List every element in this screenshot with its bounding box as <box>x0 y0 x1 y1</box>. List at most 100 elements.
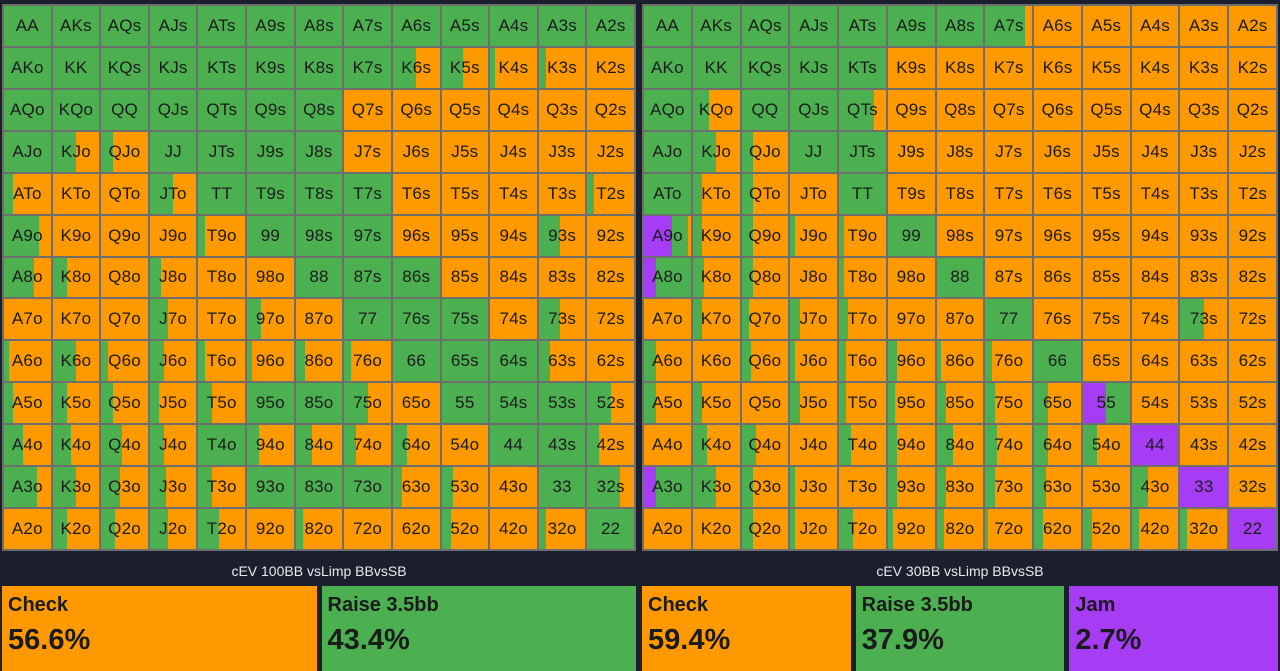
hand-cell-93s: 93s <box>1180 215 1228 256</box>
check-frequency-fill <box>1034 299 1081 340</box>
hand-label: 99 <box>260 225 281 245</box>
hand-cell-TT: TT <box>198 173 246 214</box>
hand-cell-86o: 86o <box>936 341 984 382</box>
hand-label: Q6o <box>108 351 141 371</box>
hand-cell-Q6o: Q6o <box>101 341 148 382</box>
hand-cell-Q3s: Q3s <box>1180 89 1228 130</box>
hand-label: T9s <box>896 183 926 203</box>
hand-label: J3s <box>548 141 576 161</box>
check-frequency-fill <box>587 299 634 340</box>
check-frequency-fill <box>1082 173 1130 214</box>
hand-label: 53o <box>1091 477 1121 497</box>
raise-frequency-fill <box>1131 509 1139 549</box>
hand-cell-82o: 82o <box>936 509 984 549</box>
check-frequency-fill <box>692 509 740 549</box>
hand-label: J4s <box>499 141 527 161</box>
check-frequency-fill <box>1229 6 1276 46</box>
hand-cell-KQs: KQs <box>101 47 148 88</box>
raise-frequency-fill <box>344 47 391 88</box>
check-frequency-fill <box>1180 257 1228 298</box>
check-frequency-fill <box>34 257 51 298</box>
raise-frequency-fill <box>392 299 440 340</box>
hand-label: A8s <box>945 15 975 35</box>
check-frequency-fill <box>799 299 838 340</box>
hand-cell-Q7s: Q7s <box>985 89 1033 130</box>
hand-label: J5s <box>451 141 479 161</box>
hand-label: 75o <box>353 393 383 413</box>
hand-label: 93s <box>1189 225 1218 245</box>
hand-label: 42o <box>498 519 528 539</box>
check-frequency-fill <box>587 341 634 382</box>
raise-frequency-fill <box>644 173 691 214</box>
hand-label: QTo <box>749 183 781 203</box>
check-frequency-fill <box>587 131 634 172</box>
hand-cell-42s: 42s <box>587 425 634 466</box>
hand-label: T5o <box>206 393 237 413</box>
hand-label: 97s <box>353 225 382 245</box>
raise-frequency-fill <box>392 467 403 508</box>
hand-cell-99: 99 <box>887 215 935 256</box>
check-frequency-fill <box>163 341 197 382</box>
raise-frequency-fill <box>344 299 391 340</box>
raise-frequency-fill <box>887 341 898 382</box>
raise-frequency-fill <box>4 425 23 466</box>
hand-label: QTo <box>108 183 141 203</box>
hand-cell-AQo: AQo <box>4 89 51 130</box>
hand-label: TT <box>851 183 874 203</box>
check-frequency-fill <box>839 467 886 508</box>
hand-label: 96o <box>896 351 926 371</box>
hand-cell-J9o: J9o <box>790 215 838 256</box>
hand-label: AKs <box>700 15 733 35</box>
hand-label: 62s <box>1238 351 1267 371</box>
hand-label: A3s <box>1188 15 1219 35</box>
raise-frequency-fill <box>392 47 417 88</box>
check-frequency-fill <box>119 467 148 508</box>
hand-label: T4s <box>1140 183 1170 203</box>
check-frequency-fill <box>1034 131 1081 172</box>
check-frequency-fill <box>985 131 1033 172</box>
hand-label: K4o <box>60 435 92 455</box>
raise-frequency-fill <box>587 467 620 508</box>
raise-frequency-fill <box>538 341 551 382</box>
raise-frequency-fill <box>149 467 167 508</box>
check-frequency-fill <box>538 257 586 298</box>
check-frequency-fill <box>985 89 1033 130</box>
check-frequency-fill <box>644 425 691 466</box>
check-frequency-fill <box>258 425 294 466</box>
raise-frequency-fill <box>52 425 72 466</box>
check-frequency-fill <box>587 47 634 88</box>
check-frequency-fill <box>1131 383 1179 424</box>
hand-cell-A4o: A4o <box>644 425 691 466</box>
raise-frequency-fill <box>441 509 451 549</box>
hand-cell-J6s: J6s <box>1034 131 1081 172</box>
check-frequency-fill <box>1048 425 1081 466</box>
check-frequency-fill <box>655 341 691 382</box>
hand-label: 72s <box>1238 309 1267 329</box>
check-frequency-fill <box>1229 131 1276 172</box>
raise-frequency-fill <box>692 89 710 130</box>
raise-frequency-fill <box>538 425 586 466</box>
chart-title: cEV 100BB vsLimp BBvsSB <box>231 563 407 579</box>
check-frequency-fill <box>441 131 489 172</box>
raise-frequency-fill <box>538 299 560 340</box>
raise-frequency-fill <box>295 173 343 214</box>
hand-cell-KJs: KJs <box>149 47 197 88</box>
hand-cell-AJs: AJs <box>149 6 197 46</box>
raise-frequency-fill <box>936 509 944 549</box>
raise-frequency-fill <box>741 47 789 88</box>
check-frequency-fill <box>450 509 489 549</box>
check-frequency-fill <box>936 173 984 214</box>
hand-label: KK <box>704 57 728 77</box>
hand-label: K8s <box>945 57 975 77</box>
hand-label: J9s <box>256 141 284 161</box>
hand-label: 92s <box>596 225 625 245</box>
hand-label: K9o <box>700 225 732 245</box>
check-frequency-fill <box>741 383 789 424</box>
check-frequency-fill <box>1229 299 1276 340</box>
hand-label: K4s <box>498 57 529 77</box>
hand-cell-A5s: A5s <box>441 6 489 46</box>
raise-frequency-fill <box>441 6 489 46</box>
check-frequency-fill <box>887 257 935 298</box>
hand-cell-73s: 73s <box>538 299 586 340</box>
check-frequency-fill <box>644 509 691 549</box>
